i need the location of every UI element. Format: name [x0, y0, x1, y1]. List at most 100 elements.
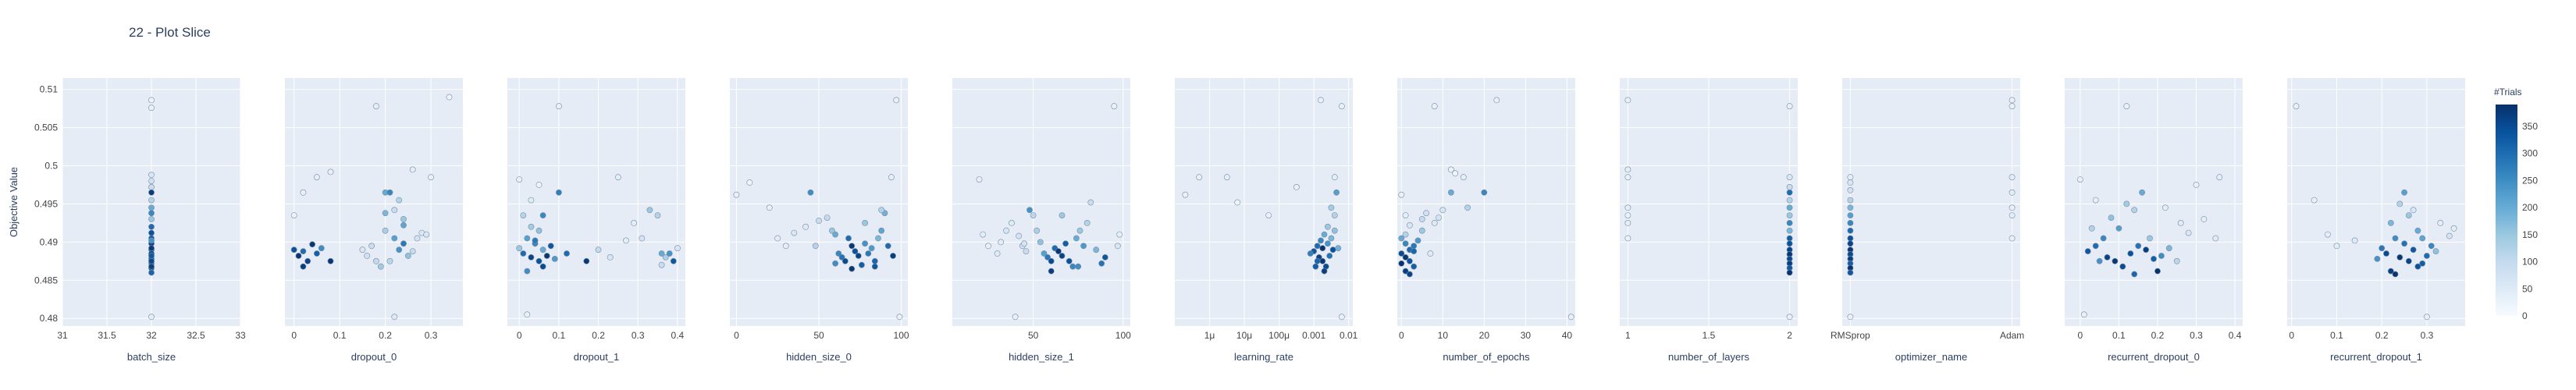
data-point	[832, 260, 838, 267]
x-tick-label: 50	[1028, 330, 1039, 341]
data-point	[774, 235, 781, 242]
data-point	[1326, 253, 1333, 259]
chart-title: 22 - Plot Slice	[129, 25, 211, 40]
data-point	[1402, 231, 1409, 238]
data-point	[623, 237, 629, 244]
data-point	[516, 245, 523, 252]
x-tick-label: 32.5	[187, 330, 205, 341]
data-point	[300, 263, 307, 270]
data-point	[1080, 243, 1087, 250]
data-point	[2123, 103, 2130, 110]
data-point	[1016, 232, 1023, 239]
data-point	[2158, 253, 2165, 259]
x-axis-label: optimizer_name	[1895, 351, 1968, 363]
data-point	[1624, 97, 1631, 104]
data-point	[1436, 214, 1442, 221]
data-point	[327, 168, 334, 176]
data-point	[1418, 216, 1425, 222]
data-point	[2419, 235, 2426, 242]
x-tick-label: 0.4	[2229, 330, 2242, 341]
x-tick-label: 33	[235, 330, 246, 341]
data-point	[875, 235, 881, 242]
data-point	[2216, 174, 2223, 181]
x-tick-label: 0.01	[1340, 330, 1358, 341]
data-point	[2185, 229, 2192, 236]
x-tick-label: 0	[2077, 330, 2083, 341]
data-point	[1318, 97, 1324, 104]
panel-background	[2065, 78, 2243, 326]
x-tick-label: 10	[1438, 330, 1449, 341]
data-point	[400, 240, 407, 247]
data-point	[631, 219, 637, 226]
x-axis-label: hidden_size_0	[786, 351, 852, 363]
colorbar-tick-label: 200	[2522, 202, 2538, 213]
data-point	[528, 254, 535, 261]
panel-optimizer-name: RMSprop Adam optimizer_name	[1831, 78, 2024, 363]
data-point	[2423, 314, 2430, 321]
data-point	[2446, 232, 2453, 239]
data-point	[662, 254, 669, 261]
data-point	[2008, 212, 2016, 218]
data-point	[2414, 227, 2421, 234]
data-point	[2008, 97, 2016, 104]
data-point	[1331, 227, 1338, 234]
data-point	[547, 243, 554, 250]
x-axis-label: learning_rate	[1234, 351, 1293, 363]
x-tick-label: 0.1	[2330, 330, 2343, 341]
data-point	[658, 250, 665, 257]
panel-background	[1397, 78, 1575, 326]
y-tick-label: 0.485	[34, 275, 58, 285]
data-point	[976, 176, 983, 183]
data-point	[2131, 207, 2138, 214]
data-point	[386, 257, 393, 264]
data-point	[148, 257, 155, 264]
data-point	[607, 254, 614, 261]
data-point	[391, 235, 398, 242]
data-point	[1431, 103, 1438, 110]
data-point	[2410, 246, 2417, 254]
data-point	[1407, 257, 1413, 264]
data-point	[300, 248, 307, 254]
panel-hidden-size-1: 50 100 hidden_size_1	[952, 78, 1131, 363]
data-point	[524, 311, 531, 318]
data-point	[2104, 254, 2111, 261]
data-point	[1847, 197, 1854, 204]
data-point	[835, 250, 842, 257]
data-point	[1786, 240, 1793, 247]
data-point	[1329, 246, 1336, 254]
x-tick-label: 0	[2289, 330, 2294, 341]
data-point	[1624, 235, 1631, 242]
data-point	[2008, 204, 2016, 211]
data-point	[812, 243, 819, 250]
data-point	[551, 255, 558, 262]
data-point	[409, 248, 416, 254]
data-point	[1265, 212, 1272, 218]
data-point	[400, 216, 407, 222]
data-point	[845, 235, 852, 242]
data-point	[1411, 263, 1418, 270]
data-point	[1066, 257, 1073, 264]
data-point	[862, 219, 868, 226]
y-tick-label: 0.51	[40, 84, 59, 95]
x-tick-label: 1μ	[1204, 330, 1215, 341]
colorbar-tick-label: 250	[2522, 175, 2538, 186]
data-point	[1062, 240, 1069, 247]
data-point	[994, 250, 1001, 257]
data-point	[1075, 263, 1082, 270]
data-point	[878, 207, 885, 214]
data-point	[1331, 174, 1338, 181]
data-point	[2112, 257, 2119, 264]
data-point	[1847, 179, 1854, 186]
data-point	[2154, 268, 2161, 275]
data-point	[535, 227, 543, 234]
data-point	[428, 174, 434, 181]
data-point	[1115, 243, 1121, 250]
data-point	[766, 204, 773, 211]
data-point	[985, 243, 991, 250]
x-tick-label: 0.3	[2190, 330, 2203, 341]
data-point	[1402, 268, 1409, 275]
data-point	[2076, 176, 2083, 183]
data-point	[2414, 263, 2421, 270]
data-point	[1059, 253, 1066, 259]
